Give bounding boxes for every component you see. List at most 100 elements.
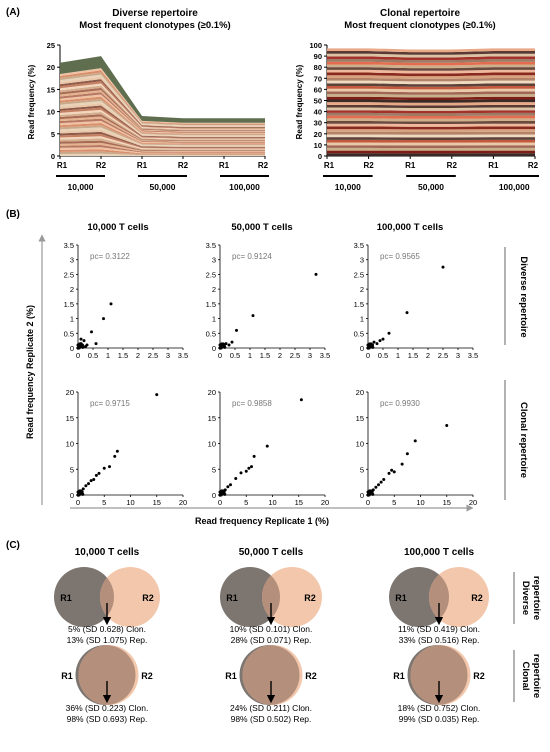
- scatter-point: [405, 311, 409, 315]
- y-tick-label: 0.5: [354, 329, 364, 338]
- scatter-point: [230, 340, 234, 344]
- area-chart-clonal: Clonal repertoire Most frequent clonotyp…: [295, 8, 539, 192]
- y-tick-label: 10: [314, 141, 322, 150]
- y-tick-label: 0: [318, 152, 322, 161]
- area-layer: [60, 134, 265, 149]
- scatter-ylabel: Read frequency Replicate 2 (%): [25, 305, 35, 439]
- y-tick-label: 5: [212, 465, 216, 474]
- area-layer: [327, 67, 535, 71]
- y-tick-label: 20: [356, 388, 364, 397]
- area-layer: [60, 147, 265, 154]
- venn-circle-r1: [54, 567, 114, 627]
- y-tick-label: 10: [356, 440, 364, 449]
- scatter-point: [251, 314, 255, 318]
- y-tick-label: 2: [70, 285, 74, 294]
- scatter-point: [377, 483, 380, 487]
- venn-row-label-diverse-1: Diverse: [520, 581, 531, 615]
- area-layer: [60, 70, 265, 125]
- x-tick-label: R1: [405, 161, 416, 170]
- area-layer: [327, 83, 535, 87]
- area-layer: [60, 140, 265, 152]
- area-layer: [327, 110, 535, 114]
- x-tick-label: 10: [416, 498, 424, 507]
- area-layer: [60, 68, 265, 124]
- x-tick-label: R2: [363, 161, 374, 170]
- y-tick-label: 0: [212, 344, 216, 353]
- area-layer: [60, 125, 265, 146]
- scatter-point: [367, 492, 371, 496]
- venn-overlap: [242, 645, 300, 705]
- venn-label-r1: R1: [225, 671, 237, 681]
- area-layer: [60, 131, 265, 148]
- venn-diagram: R1 R2 10% (SD 0.101) Clon.28% (SD 0.071) R…: [220, 567, 322, 645]
- y-tick-label: 70: [314, 74, 322, 83]
- scatter-point: [82, 339, 86, 343]
- x-tick-label: 0.5: [378, 351, 388, 360]
- scatter-plot: 00 5 5 10 10 15 15 20 20 pc= 0.9930: [356, 388, 478, 507]
- x-tick-label: 2.5: [290, 351, 300, 360]
- scatter-point: [405, 452, 409, 456]
- venn-label-r2: R2: [142, 593, 154, 603]
- area-layer: [60, 105, 265, 138]
- scatter-point: [80, 492, 84, 496]
- chart-a0-ylabel: Read frequency (%): [27, 64, 36, 139]
- x-tick-label: 0: [76, 351, 80, 360]
- venn-overlap: [410, 645, 468, 705]
- scatter-plot: 00 5 5 10 10 15 15 20 20 pc= 0.9858: [208, 388, 330, 507]
- x-tick-label: R2: [447, 161, 458, 170]
- scatter-point: [77, 492, 81, 496]
- scatter-col-title-1: 10,000 T cells: [87, 222, 148, 233]
- scatter-point: [382, 478, 386, 482]
- group-label: 10,000: [68, 182, 94, 192]
- scatter-point: [314, 272, 318, 276]
- area-layer: [60, 107, 265, 139]
- y-tick-label: 20: [66, 388, 74, 397]
- y-tick-label: 0: [360, 491, 364, 500]
- area-layer: [327, 153, 535, 156]
- scatter-point: [102, 466, 106, 470]
- y-tick-label: 80: [314, 63, 322, 72]
- scatter-point: [102, 317, 105, 321]
- x-tick-label: 10: [268, 498, 276, 507]
- area-layer: [327, 64, 535, 69]
- group-label: 50,000: [418, 182, 444, 192]
- area-layer: [60, 72, 265, 126]
- scatter-point: [374, 485, 378, 489]
- scatter-point: [370, 492, 374, 496]
- x-tick-label: R1: [137, 161, 148, 170]
- venn-stat-clon: 18% (SD 0.752) Clon.: [398, 703, 481, 713]
- area-layer: [327, 61, 535, 66]
- y-tick-label: 0: [360, 344, 364, 353]
- x-tick-label: 15: [443, 498, 451, 507]
- area-layer: [60, 149, 265, 155]
- area-layer: [327, 139, 535, 143]
- area-layer: [327, 115, 535, 119]
- scatter-plot: 00 0.5 0.5 1 1 1.5 1.5 2 2 2.5 2.5 3 3 3.5 3.5 pc= 0.91…: [206, 241, 331, 360]
- x-tick-label: 5: [244, 498, 248, 507]
- scatter-point: [77, 345, 81, 349]
- scatter-point: [234, 477, 238, 481]
- area-layer: [327, 112, 535, 117]
- area-layer: [60, 85, 265, 131]
- area-layer: [327, 88, 535, 93]
- scatter-col-title-2: 50,000 T cells: [231, 222, 292, 233]
- y-tick-label: 20: [208, 388, 216, 397]
- area-layer: [327, 51, 535, 55]
- scatter-point: [222, 492, 226, 496]
- scatter-xlabel: Read frequency Replicate 1 (%): [195, 516, 329, 526]
- scatter-point: [219, 345, 223, 349]
- area-layer: [60, 153, 265, 156]
- chart-a1-ylabel: Read frequency (%): [295, 64, 304, 139]
- venn-label-r1: R1: [60, 593, 72, 603]
- x-tick-label: 3.5: [468, 351, 478, 360]
- venn-label-r2: R2: [471, 593, 483, 603]
- venn-circle-r2: [262, 567, 322, 627]
- scatter-point: [84, 484, 88, 488]
- area-layer: [60, 129, 265, 147]
- area-layer: [327, 104, 535, 109]
- venn-diagram: R1 R2 11% (SD 0.419) Clon.33% (SD 0.516) R…: [389, 567, 489, 645]
- area-layer: [327, 123, 535, 127]
- area-layer: [60, 142, 265, 152]
- y-tick-label: 1.5: [354, 300, 364, 309]
